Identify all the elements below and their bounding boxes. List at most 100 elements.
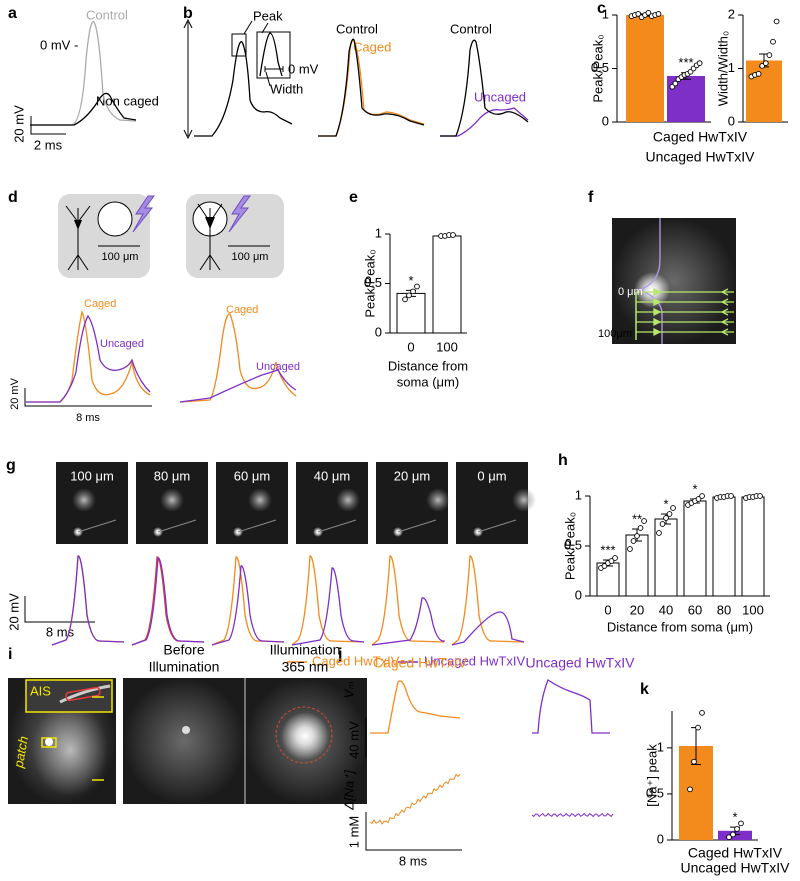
label: patch (11, 735, 31, 770)
image-label: 20 μm (394, 468, 430, 483)
panel-label: e (349, 189, 358, 206)
panel-a: 0 mV - Control Non caged 20 mV 2 ms (11, 7, 158, 152)
arrow (183, 18, 193, 140)
y-tick-label: 2 (728, 6, 735, 21)
bar (741, 496, 765, 597)
y-tick-label: 1 (657, 739, 664, 754)
trace (318, 39, 425, 137)
panel-label: a (8, 5, 17, 22)
label: Width (270, 81, 303, 96)
y-tick-label: 0.5 (591, 60, 609, 75)
data-point (450, 232, 456, 238)
scale-label: 100 μm (232, 251, 269, 263)
dendrite (397, 519, 437, 533)
data-point (695, 496, 702, 502)
trace (179, 369, 297, 403)
arrowhead (653, 307, 662, 317)
significance: * (663, 496, 668, 511)
label: 0 mV (288, 61, 319, 76)
label: Caged (226, 304, 258, 316)
trace (179, 313, 297, 403)
trace (371, 597, 445, 646)
legend-label: Uncaged HwTxIV (424, 653, 525, 668)
soma (336, 488, 360, 512)
data-point (406, 292, 412, 299)
x-tick-label: 0 (407, 339, 414, 354)
data-point (730, 831, 736, 838)
image-label: 100 μm (70, 468, 114, 483)
soma (72, 488, 96, 512)
data-point (757, 493, 763, 499)
label: Caged (84, 298, 116, 310)
label: Caged HwTxIV (373, 655, 468, 671)
x-tick-label: 40 (659, 602, 673, 617)
soma-glow (45, 738, 53, 746)
data-point (755, 70, 762, 77)
significance: *** (678, 55, 693, 70)
y-tick-label: 0.5 (646, 785, 664, 800)
significance: * (408, 273, 413, 288)
soma (160, 488, 184, 512)
trace (532, 679, 610, 734)
x-axis-label: Distance from soma (μm) (607, 619, 753, 634)
soma (248, 488, 272, 512)
data-point (410, 288, 416, 295)
bar (396, 292, 426, 334)
soma (512, 488, 536, 512)
data-point (696, 60, 703, 67)
micrograph (123, 678, 245, 804)
trace (211, 565, 285, 646)
legend-label: Caged HwTxIV (312, 653, 400, 668)
label: 0 mV - (40, 37, 78, 52)
y-axis-label: Width/Width₀ (715, 31, 730, 106)
arrowhead (720, 328, 729, 336)
data-point (738, 820, 744, 827)
data-point (659, 521, 666, 527)
axon (59, 684, 111, 704)
data-point (634, 533, 640, 539)
data-point (402, 296, 408, 303)
scale-bar (24, 596, 95, 623)
data-point (687, 786, 693, 793)
trace (451, 611, 525, 646)
data-point (699, 709, 705, 716)
data-point (672, 80, 679, 87)
x-axis-label: soma (μm) (397, 374, 459, 389)
trace (51, 555, 125, 646)
pointer (243, 20, 271, 87)
trace (131, 557, 205, 646)
panel-label: c (597, 0, 606, 17)
panel-j: Caged HwTxIV Uncaged HwTxIV Vₘ 40 mV Δ[N… (341, 655, 635, 869)
soma (426, 488, 450, 512)
neuron (74, 220, 82, 230)
scale-label: 20 mV (11, 105, 26, 143)
panel-i: AIS patch Before Illumination Illuminati… (8, 642, 367, 804)
label: Caged (353, 39, 391, 54)
arrowhead (720, 298, 729, 306)
scale-label: 20 mV (6, 593, 21, 631)
scale-bar (24, 388, 152, 407)
trace (440, 39, 529, 137)
panel-label: h (558, 452, 568, 469)
image-label: 0 μm (477, 468, 506, 483)
y-tick-label: 0 (575, 587, 582, 602)
data-point (630, 538, 637, 544)
label: Illumination (149, 659, 220, 675)
arrowhead (653, 297, 662, 307)
label: Control (86, 7, 128, 22)
data-point (773, 18, 780, 25)
scale-bar (30, 116, 66, 135)
panel-label: f (588, 189, 594, 206)
label: Non caged (96, 93, 159, 108)
trace (131, 556, 205, 646)
label: AIS (30, 683, 51, 698)
data-point (766, 52, 773, 58)
light-bolt (132, 195, 155, 233)
trace (291, 567, 365, 646)
dendrite (157, 519, 197, 533)
label: Vₘ (341, 681, 356, 699)
width-marker (264, 66, 284, 72)
trace (291, 555, 365, 646)
